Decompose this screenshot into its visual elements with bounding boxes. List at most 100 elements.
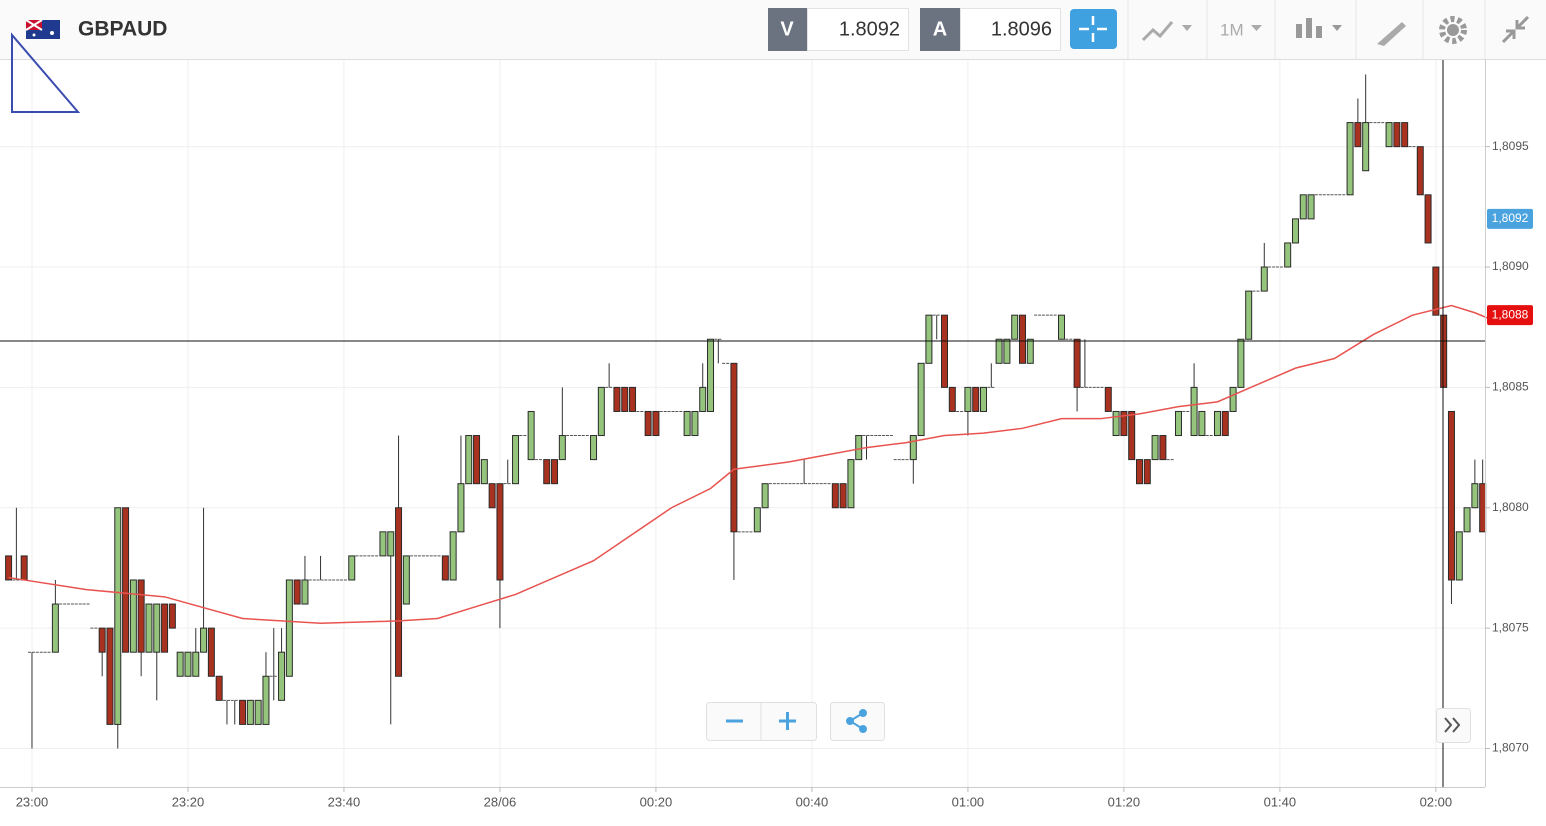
- crosshair-icon: [1079, 16, 1107, 42]
- candle-body: [761, 483, 769, 509]
- sell-price: 1.8092: [839, 18, 900, 40]
- y-tick-label: 1,8090: [1492, 259, 1529, 273]
- candle-body: [1354, 122, 1362, 148]
- x-tick-label: 23:20: [172, 794, 205, 809]
- x-tick-label: 01:20: [1108, 794, 1141, 809]
- candle-body: [122, 507, 130, 653]
- moving-average: [8, 304, 1499, 625]
- drawing-triangle[interactable]: [11, 32, 81, 113]
- candle-body: [1432, 266, 1440, 316]
- candle-body: [1393, 122, 1401, 148]
- candle-body: [1455, 531, 1463, 581]
- candle-body: [512, 435, 520, 485]
- candle-body: [909, 435, 917, 461]
- candle-body: [1159, 435, 1167, 461]
- candle-body: [597, 386, 605, 437]
- candle-body: [1447, 410, 1455, 581]
- candle-body: [348, 555, 356, 581]
- sell-button[interactable]: [768, 8, 807, 51]
- candle-body: [293, 579, 301, 605]
- candle-body: [1307, 194, 1315, 220]
- x-tick-label: 02:00: [1420, 794, 1453, 809]
- candle-body: [753, 507, 761, 533]
- candle-body: [621, 386, 629, 412]
- candle-body: [161, 603, 169, 653]
- chart-type-button[interactable]: [1141, 21, 1192, 42]
- candle-body: [176, 651, 184, 677]
- candle-body: [917, 362, 925, 437]
- scroll-end-button[interactable]: [1436, 708, 1471, 743]
- candle-body: [995, 338, 1003, 364]
- candle-body: [1011, 314, 1019, 340]
- y-tick-label: 1,8075: [1492, 620, 1529, 634]
- candle-body: [1245, 290, 1253, 340]
- candle-body: [1284, 242, 1292, 268]
- candle-body: [51, 603, 59, 653]
- candle-body: [652, 410, 660, 437]
- candle-body: [629, 386, 637, 412]
- plot-area: [5, 74, 1499, 749]
- candle-body: [1128, 410, 1136, 461]
- candle-body: [1401, 122, 1409, 148]
- candle-body: [847, 459, 855, 509]
- y-tick-label: 1,8080: [1492, 500, 1529, 514]
- candle-body: [980, 386, 988, 412]
- crosshair-button[interactable]: [1070, 9, 1117, 49]
- candle-body: [207, 627, 215, 677]
- candle-body: [964, 386, 972, 412]
- sell-box[interactable]: [807, 8, 909, 51]
- candle-body: [1104, 386, 1112, 412]
- candle-body: [488, 483, 496, 509]
- candle-body: [1346, 122, 1354, 196]
- zoom-controls: [706, 702, 1471, 743]
- x-tick-label: 00:40: [796, 794, 829, 809]
- candle-body: [114, 507, 122, 725]
- candle-body: [1463, 507, 1471, 533]
- candle-body: [1229, 386, 1237, 412]
- candle-body: [707, 338, 715, 412]
- x-tick-label: 23:00: [16, 794, 49, 809]
- price-tag-label: 1,8092: [1492, 211, 1529, 225]
- settings-button[interactable]: [1439, 16, 1467, 44]
- candle-body: [1260, 266, 1268, 292]
- collapse-button[interactable]: [1501, 15, 1530, 44]
- candle-body: [200, 627, 208, 653]
- y-tick-label: 1,8070: [1492, 741, 1529, 755]
- candle-body: [1291, 218, 1299, 244]
- candle-body: [1057, 314, 1065, 340]
- share-box[interactable]: [830, 702, 885, 741]
- candle-body: [1440, 314, 1448, 388]
- candle-body: [457, 483, 465, 533]
- draw-button[interactable]: [1377, 22, 1406, 46]
- candle-body: [1237, 338, 1245, 388]
- candle-type-button[interactable]: [1296, 18, 1342, 38]
- candle-body: [153, 603, 161, 653]
- y-tick-label: 1,8085: [1492, 380, 1529, 394]
- candle-body: [1174, 410, 1182, 437]
- buy-button[interactable]: [920, 8, 960, 51]
- candle-body: [644, 410, 652, 437]
- candle-body: [855, 435, 863, 461]
- candle-body: [590, 435, 598, 461]
- candle-body: [831, 483, 839, 509]
- scroll-end-icon: [1444, 717, 1461, 733]
- buy-price: 1.8096: [991, 18, 1052, 40]
- candle-body: [948, 386, 956, 412]
- flag: [25, 19, 60, 39]
- candle-body: [106, 627, 114, 725]
- timeframe[interactable]: 1M: [1220, 20, 1244, 39]
- candle-body: [1479, 483, 1487, 533]
- buy-box[interactable]: [960, 8, 1061, 51]
- zoom-in-button[interactable]: [779, 712, 796, 730]
- candle-body: [1135, 459, 1143, 485]
- candle-body: [1151, 435, 1159, 461]
- candle-body: [395, 507, 403, 677]
- candle-body: [301, 579, 309, 605]
- candle-body: [972, 386, 980, 412]
- x-tick-label: 28/06: [484, 794, 517, 809]
- candle-body: [1112, 410, 1120, 437]
- candle-body: [1362, 122, 1370, 172]
- buy-label: A: [933, 18, 947, 40]
